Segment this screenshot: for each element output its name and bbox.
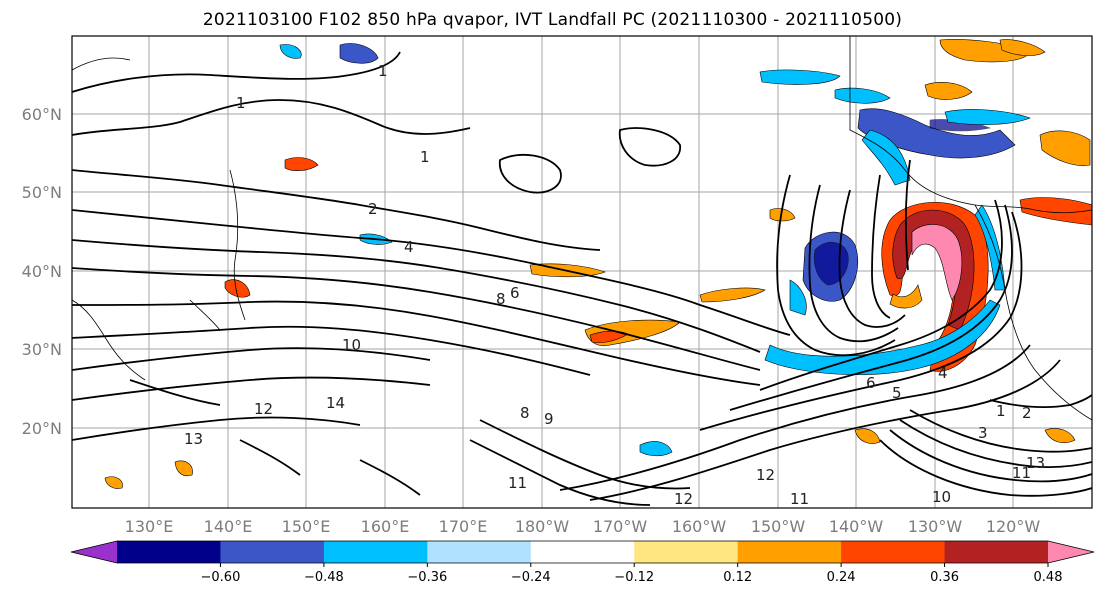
contour-label: 6 <box>866 374 876 392</box>
contour-label: 12 <box>254 400 273 418</box>
colorbar: −0.60 −0.48 −0.36 −0.24 −0.12 0.12 0.24 0.36 0.4… <box>70 540 1095 585</box>
lon-label-140e: 140°E <box>204 517 253 536</box>
lon-label-130e: 130°E <box>125 517 174 536</box>
contour-label: 1 <box>236 94 246 112</box>
lon-label-170e: 170°E <box>439 517 488 536</box>
contour-label: 3 <box>978 424 988 442</box>
lat-label-60n: 60°N <box>22 105 62 124</box>
colorbar-segment <box>220 541 325 563</box>
lon-label-180w: 180°W <box>515 517 570 536</box>
colorbar-tick-label: 0.24 <box>827 570 856 585</box>
colorbar-segment <box>737 541 842 563</box>
contour-label: 8 <box>496 290 506 308</box>
lon-label-150w: 150°W <box>751 517 806 536</box>
lat-labels: 60°N 50°N 40°N 30°N 20°N <box>22 105 62 438</box>
colorbar-segment <box>944 541 1049 563</box>
colorbar-tick-label: 0.12 <box>723 570 752 585</box>
lon-label-160e: 160°E <box>361 517 410 536</box>
lon-labels: 130°E 140°E 150°E 160°E 170°E 180°W 170°… <box>125 517 1041 536</box>
colorbar-segment <box>634 541 739 563</box>
map-content: 1 1 1 2 4 6 8 10 12 13 14 9 8 11 12 11 1… <box>72 36 1092 508</box>
contour-label: 5 <box>892 384 902 402</box>
lat-label-30n: 30°N <box>22 340 62 359</box>
lon-label-150e: 150°E <box>282 517 331 536</box>
colorbar-tick-label: 0.36 <box>930 570 959 585</box>
colorbar-outline <box>70 540 1095 564</box>
colorbar-tick-label: −0.48 <box>304 570 344 585</box>
colorbar-extend-low <box>71 541 117 563</box>
contour-label: 11 <box>508 474 527 492</box>
map-title: 2021103100 F102 850 hPa qvapor, IVT Land… <box>202 10 903 30</box>
contours <box>72 51 1092 506</box>
contour-label: 11 <box>790 490 809 508</box>
contour-label: 8 <box>520 404 530 422</box>
contour-label: 4 <box>938 364 948 382</box>
lat-label-50n: 50°N <box>22 183 62 202</box>
contour-label: 1 <box>996 402 1006 420</box>
contour-label: 2 <box>368 200 378 218</box>
colorbar-tick-label: −0.36 <box>407 570 447 585</box>
contour-label: 9 <box>544 410 554 428</box>
contour-label: 12 <box>756 466 775 484</box>
colorbar-segment <box>841 541 946 563</box>
lon-label-140w: 140°W <box>829 517 884 536</box>
lat-label-20n: 20°N <box>22 419 62 438</box>
colorbar-segment <box>427 541 532 563</box>
contour-labels: 1 1 1 2 4 6 8 10 12 13 14 9 8 11 12 11 1… <box>184 62 1045 508</box>
colorbar-segment <box>530 541 635 563</box>
contour-label: 4 <box>404 238 414 256</box>
colorbar-extend-high <box>1048 541 1094 563</box>
map-frame <box>71 35 1093 509</box>
contour-label: 11 <box>1012 464 1031 482</box>
contour-label: 1 <box>420 148 430 166</box>
contour-label: 10 <box>342 336 361 354</box>
contour-label: 13 <box>184 430 203 448</box>
lon-label-120w: 120°W <box>986 517 1041 536</box>
lat-label-40n: 40°N <box>22 262 62 281</box>
lon-label-160w: 160°W <box>672 517 727 536</box>
contour-label: 12 <box>674 490 693 508</box>
contour-label: 13 <box>1026 454 1045 472</box>
colorbar-segment <box>117 541 221 563</box>
contour-label: 2 <box>1022 404 1032 422</box>
colorbar-tick-label: −0.12 <box>614 570 654 585</box>
colorbar-segment <box>323 541 428 563</box>
lon-label-170w: 170°W <box>593 517 648 536</box>
shading <box>104 39 1092 489</box>
contour-label: 10 <box>932 488 951 506</box>
lon-label-130w: 130°W <box>908 517 963 536</box>
contour-label: 6 <box>510 284 520 302</box>
colorbar-tick-label: 0.48 <box>1034 570 1063 585</box>
contour-label: 14 <box>326 394 345 412</box>
colorbar-tick-label: −0.24 <box>511 570 551 585</box>
coastlines <box>72 36 1092 421</box>
contour-label: 1 <box>378 62 388 80</box>
colorbar-tick-label: −0.60 <box>201 570 241 585</box>
